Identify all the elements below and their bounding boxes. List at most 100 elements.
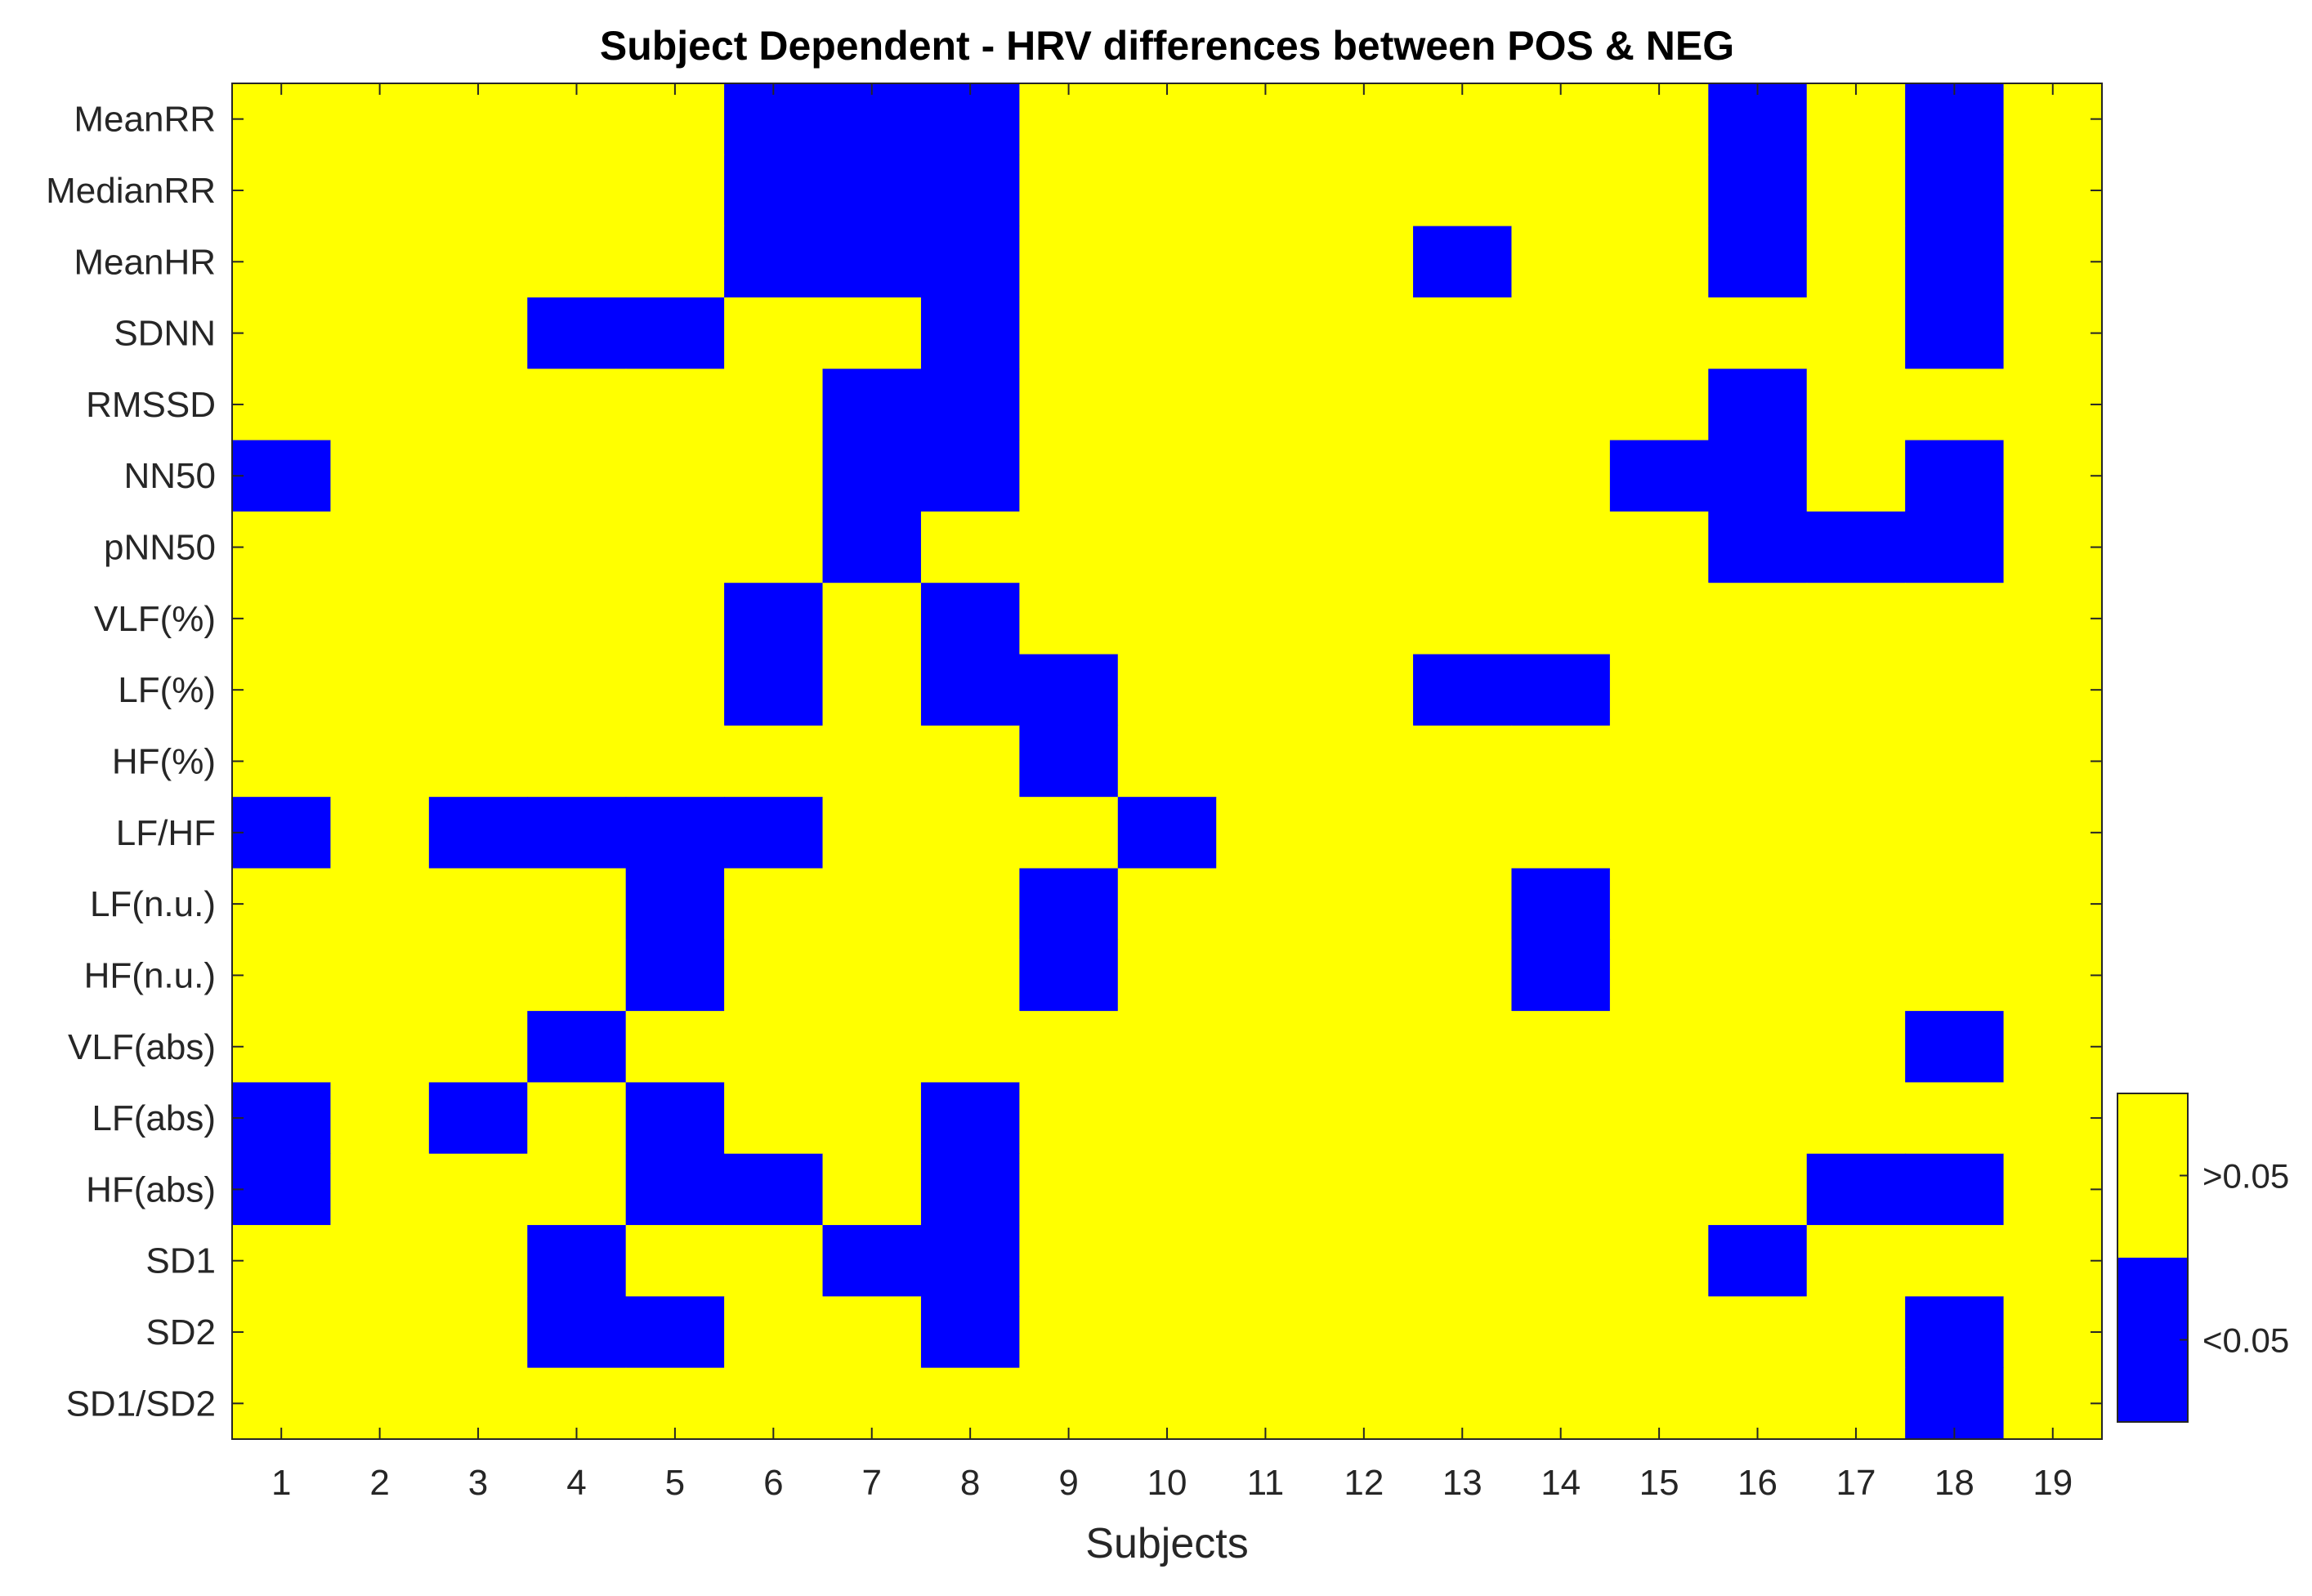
heatmap-cell — [1708, 1082, 1808, 1155]
heatmap-cell — [1314, 654, 1414, 726]
heatmap-cell — [1413, 226, 1513, 298]
heatmap-cell — [724, 1082, 824, 1155]
heatmap-cell — [1511, 1367, 1611, 1440]
heatmap-cell — [1314, 725, 1414, 798]
y-tick-label: MeanRR — [74, 100, 216, 140]
heatmap-cell — [1806, 440, 1906, 512]
heatmap-cell — [1117, 1225, 1217, 1297]
heatmap-cell — [232, 1011, 332, 1084]
heatmap-cell — [625, 154, 725, 227]
heatmap-cell — [1905, 511, 2005, 583]
heatmap-cell — [1609, 297, 1709, 369]
heatmap-cell — [2003, 1296, 2103, 1369]
heatmap-cell — [1314, 369, 1414, 441]
heatmap-cell — [232, 440, 332, 512]
heatmap-cell — [1708, 1011, 1808, 1084]
y-tick-label: pNN50 — [104, 528, 216, 568]
heatmap-cell — [428, 1082, 528, 1155]
heatmap-cell — [724, 797, 824, 870]
heatmap-cell — [232, 1082, 332, 1155]
heatmap-cell — [1117, 725, 1217, 798]
heatmap-cell — [822, 440, 922, 512]
heatmap-cell — [1314, 1225, 1414, 1297]
heatmap-cell — [1216, 1153, 1316, 1226]
heatmap-cell — [1413, 83, 1513, 155]
heatmap-cell — [822, 83, 922, 155]
heatmap-cell — [1216, 868, 1316, 941]
heatmap-cell — [1019, 369, 1119, 441]
heatmap-cell — [1806, 868, 1906, 941]
heatmap-cell — [1609, 583, 1709, 655]
heatmap-cell — [527, 83, 627, 155]
heatmap-cell — [1609, 511, 1709, 583]
heatmap-cell — [527, 1296, 627, 1369]
heatmap-cell — [625, 226, 725, 298]
heatmap-cell — [1708, 511, 1808, 583]
heatmap-cell — [1117, 1367, 1217, 1440]
heatmap-cell — [330, 511, 430, 583]
heatmap-cell — [232, 369, 332, 441]
heatmap-cell — [1117, 583, 1217, 655]
heatmap-cell — [1019, 297, 1119, 369]
heatmap-cell — [1708, 440, 1808, 512]
heatmap-cell — [1511, 939, 1611, 1012]
heatmap-cell — [428, 1225, 528, 1297]
heatmap-cell — [724, 583, 824, 655]
heatmap-cell — [1511, 1011, 1611, 1084]
heatmap-cell — [1609, 1225, 1709, 1297]
heatmap-cell — [1708, 583, 1808, 655]
heatmap-cell — [1511, 1153, 1611, 1226]
heatmap-cell — [1511, 1296, 1611, 1369]
heatmap-cell — [2003, 797, 2103, 870]
y-tick-label: RMSSD — [86, 385, 216, 425]
heatmap-cell — [1117, 654, 1217, 726]
heatmap-cell — [1609, 1082, 1709, 1155]
heatmap-cell — [920, 654, 1020, 726]
heatmap-cell — [1708, 797, 1808, 870]
y-tick-label: LF(abs) — [92, 1098, 216, 1138]
heatmap-cell — [330, 154, 430, 227]
heatmap-cell — [527, 297, 627, 369]
x-tick-label: 16 — [1737, 1463, 1778, 1503]
heatmap-cell — [1609, 369, 1709, 441]
heatmap-cell — [1806, 83, 1906, 155]
heatmap-cell — [428, 1367, 528, 1440]
x-tick-label: 15 — [1639, 1463, 1679, 1503]
heatmap-cell — [428, 1296, 528, 1369]
y-tick-label: SD2 — [145, 1312, 216, 1352]
heatmap-cell — [822, 939, 922, 1012]
heatmap-cell — [1708, 369, 1808, 441]
x-tick-label: 10 — [1147, 1463, 1187, 1503]
y-tick-label: SDNN — [114, 314, 216, 354]
heatmap-cell — [724, 725, 824, 798]
heatmap-cell — [822, 654, 922, 726]
colorbar-frame — [2117, 1093, 2189, 1423]
heatmap-cell — [1117, 226, 1217, 298]
heatmap-cell — [1413, 868, 1513, 941]
heatmap-cell — [1216, 1082, 1316, 1155]
heatmap-cell — [822, 725, 922, 798]
heatmap-cell — [822, 1367, 922, 1440]
heatmap-cell — [428, 297, 528, 369]
heatmap-cell — [1216, 511, 1316, 583]
heatmap-cell — [1905, 440, 2005, 512]
heatmap-cell — [330, 583, 430, 655]
heatmap-cell — [232, 226, 332, 298]
heatmap-cell — [232, 939, 332, 1012]
heatmap-cell — [1413, 511, 1513, 583]
heatmap-cell — [1905, 654, 2005, 726]
heatmap-cell — [1314, 1367, 1414, 1440]
heatmap-cell — [625, 939, 725, 1012]
heatmap-cell — [527, 939, 627, 1012]
heatmap-cell — [1413, 154, 1513, 227]
heatmap-cell — [1019, 1225, 1119, 1297]
heatmap-cell — [428, 725, 528, 798]
heatmap-cell — [1117, 297, 1217, 369]
heatmap-cell — [625, 868, 725, 941]
heatmap-cell — [1019, 797, 1119, 870]
heatmap-cell — [724, 369, 824, 441]
x-tick-label: 8 — [960, 1463, 980, 1503]
heatmap-cell — [1905, 1367, 2005, 1440]
heatmap-cell — [330, 654, 430, 726]
